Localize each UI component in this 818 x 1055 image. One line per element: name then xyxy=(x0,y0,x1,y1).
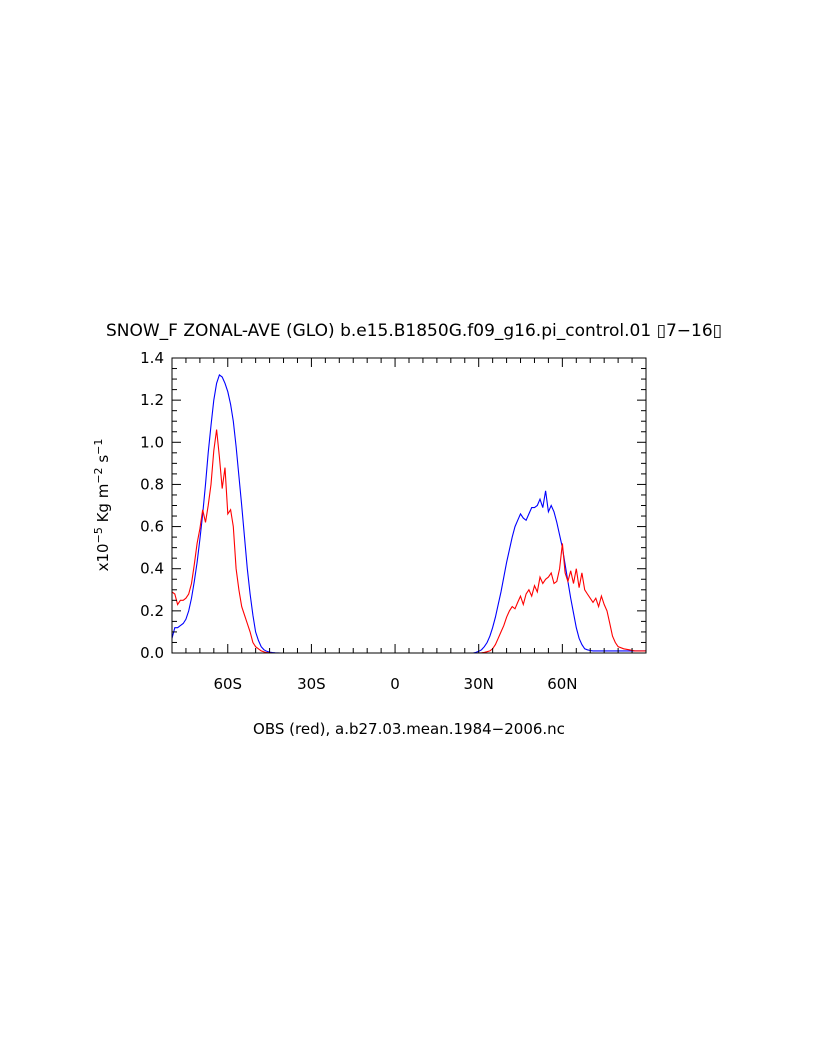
series-line-model xyxy=(172,374,646,653)
plot-frame xyxy=(171,357,647,654)
y-tick-label: 0.8 xyxy=(140,475,164,493)
y-tick-label: 0.2 xyxy=(140,602,164,620)
x-axis-label: OBS (red), a.b27.03.mean.1984−2006.nc xyxy=(253,720,565,738)
series-line-obs xyxy=(172,429,646,653)
plot-area: 60S 30S 0 30N 60N 0.0 0.2 0.4 0.6 0.8 1.0 1.2 1.4 xyxy=(140,349,647,693)
x-tick-label: 30N xyxy=(464,675,494,693)
y-tick-label: 1.0 xyxy=(140,433,164,451)
x-tick-label: 60S xyxy=(213,675,242,693)
svg-text:x10−5 Kg m−2 s−1: x10−5 Kg m−2 s−1 xyxy=(92,439,113,572)
chart-title: SNOW_F ZONAL-AVE (GLO) b.e15.B1850G.f09_… xyxy=(106,321,722,341)
x-tick-label: 60N xyxy=(547,675,577,693)
y-tick-label: 0.0 xyxy=(140,644,164,662)
y-tick-label: 0.6 xyxy=(140,518,164,536)
y-tick-label: 0.4 xyxy=(140,560,164,578)
y-tick-label: 1.4 xyxy=(140,349,164,367)
x-tick-label: 30S xyxy=(297,675,326,693)
x-tick-label: 0 xyxy=(390,675,400,693)
y-axis-label: x10−5 Kg m−2 s−1 xyxy=(92,439,113,572)
y-tick-label: 1.2 xyxy=(140,391,164,409)
